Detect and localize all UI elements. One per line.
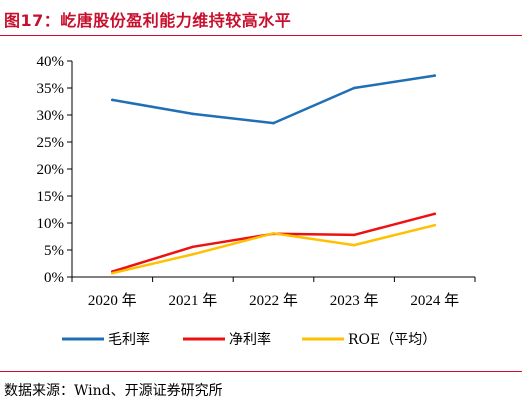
series-lines bbox=[111, 74, 437, 275]
chart-axes bbox=[71, 61, 475, 278]
data-point bbox=[191, 112, 195, 116]
data-point bbox=[191, 245, 195, 249]
y-tick-label: 0% bbox=[44, 270, 64, 286]
y-tick-label: 10% bbox=[37, 216, 65, 232]
data-point bbox=[352, 86, 356, 90]
chart-title: 图17：屹唐股份盈利能力维持较高水平 bbox=[4, 11, 292, 30]
y-tick-label: 25% bbox=[37, 135, 65, 151]
title-divider bbox=[0, 35, 522, 36]
y-tick-label: 35% bbox=[37, 81, 65, 97]
data-point bbox=[111, 98, 114, 102]
legend-label-3: ROE（平均） bbox=[348, 332, 436, 348]
footer-divider bbox=[0, 371, 522, 372]
legend-label-1: 毛利率 bbox=[108, 331, 150, 348]
data-point bbox=[111, 271, 114, 275]
x-tick-label: 2024 年 bbox=[410, 292, 459, 309]
data-point bbox=[352, 233, 356, 237]
data-point bbox=[433, 223, 437, 227]
x-tick-label: 2022 年 bbox=[249, 292, 298, 309]
data-point bbox=[191, 253, 195, 256]
legend: 毛利率 净利率 ROE（平均） bbox=[62, 331, 436, 348]
data-point bbox=[433, 212, 437, 216]
series-line-1 bbox=[111, 74, 436, 125]
data-point bbox=[272, 231, 275, 235]
x-tick-label: 2023 年 bbox=[330, 292, 379, 309]
line-chart: 0%5%10%15%20%25%30%35%40% 2020 年 2021 年 20… bbox=[37, 54, 476, 348]
y-tick-label: 20% bbox=[37, 162, 65, 178]
data-point bbox=[352, 243, 356, 247]
y-tick-label: 5% bbox=[44, 243, 64, 259]
y-tick-label: 40% bbox=[37, 54, 65, 70]
source-note: 数据来源：Wind、开源证券研究所 bbox=[4, 383, 223, 399]
y-tick-label: 15% bbox=[37, 189, 65, 205]
y-tick-label: 30% bbox=[37, 108, 65, 124]
x-tick-label: 2020 年 bbox=[88, 292, 137, 309]
legend-label-2: 净利率 bbox=[229, 331, 271, 348]
data-point bbox=[272, 121, 275, 125]
title-bar: 图17：屹唐股份盈利能力维持较高水平 bbox=[0, 0, 522, 36]
x-tick-label: 2021 年 bbox=[169, 292, 218, 309]
data-point bbox=[433, 74, 437, 77]
y-axis-ticks: 0% 5% 10% 15% 20% 25% 30% 35% 40% bbox=[37, 54, 72, 286]
x-axis-ticks: 2020 年 2021 年 2022 年 2023 年 2024 年 bbox=[71, 277, 476, 309]
